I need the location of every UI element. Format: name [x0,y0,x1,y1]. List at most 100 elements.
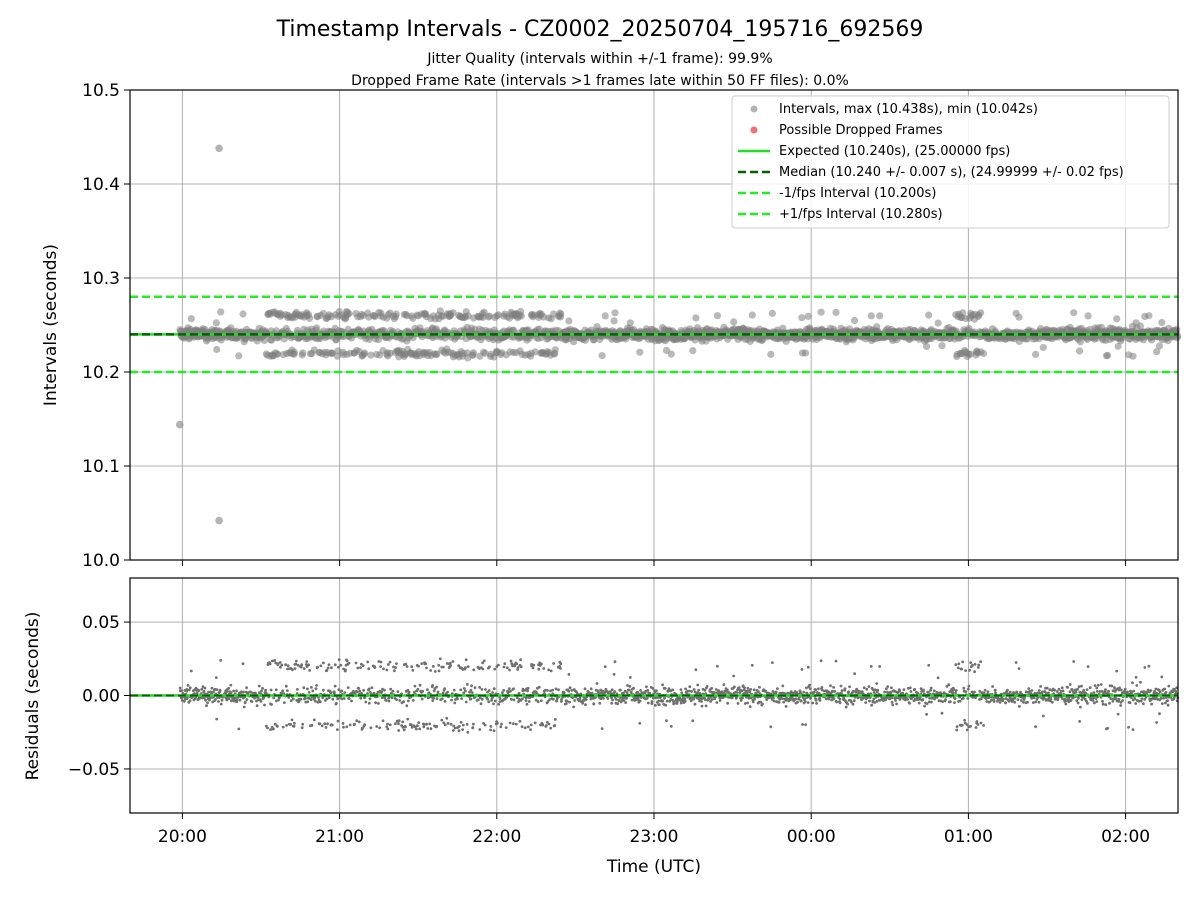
residual-point [636,690,639,694]
intervals-panel: 10.010.110.210.310.410.5 Intervals (seco… [41,81,1182,571]
residual-point [954,663,958,667]
residual-point [749,688,753,691]
residual-point [1111,699,1115,703]
x-tick-label: 22:00 [472,827,521,847]
residual-point [272,696,276,700]
interval-point [1173,325,1181,334]
residual-point [989,698,993,702]
residual-point [361,726,364,730]
residual-point [691,719,695,723]
residual-point [1092,696,1095,700]
residual-point [240,690,243,694]
residual-point [407,690,411,694]
residual-point [622,691,625,695]
residual-point [1064,702,1068,706]
residual-point [814,699,818,702]
residual-point [280,663,284,667]
residual-point [206,701,210,705]
residuals-y-ticks: −0.050.000.05 [68,613,130,780]
interval-point [1084,312,1092,320]
residual-point [693,690,697,694]
interval-point [260,336,269,345]
residual-point [384,699,388,702]
residual-point [446,690,449,694]
residual-point [325,697,329,701]
residual-point [420,662,424,665]
interval-outlier-point [215,144,223,153]
residual-point [534,698,538,702]
residuals-x-ticks: 20:00 21:00 22:00 23:00 00:00 01:00 02:00 [158,813,1150,847]
residual-point [890,686,893,690]
residual-point [441,665,445,669]
residual-point [819,659,823,663]
residual-point [613,660,617,664]
residual-point [1117,688,1121,692]
residual-point [1174,692,1178,695]
interval-point [449,309,457,317]
residual-point [917,701,921,705]
residual-point [741,684,745,688]
residual-point [242,690,245,694]
residual-point [1050,700,1054,704]
residual-point [465,683,469,686]
residual-point [488,665,491,669]
residual-point [460,697,464,700]
residual-point [743,702,747,705]
residual-point [661,683,664,687]
residual-point [844,705,848,709]
residual-point [489,725,493,728]
residual-point [1099,683,1103,686]
residual-point [446,721,450,725]
residual-point [876,688,880,692]
residual-point [480,688,484,691]
residual-point [843,687,847,690]
residual-point [714,688,718,691]
residual-point [890,700,894,704]
interval-point [713,312,722,320]
residual-point [1026,700,1029,704]
residual-point [208,698,212,702]
residual-point [326,666,330,670]
residual-point [512,722,515,726]
residual-point [469,688,473,692]
interval-point [1070,309,1078,317]
residual-point [970,690,974,694]
residual-point [794,697,798,701]
residual-point [851,690,855,693]
residual-point [908,686,912,690]
interval-point [798,314,806,322]
residual-point [426,727,430,730]
residual-point [925,712,928,716]
residual-point [509,659,513,663]
residual-point [726,701,730,705]
residual-point [1036,691,1040,695]
residual-point [517,691,521,695]
residual-point [967,684,971,688]
residual-point [834,659,838,663]
residual-point [885,696,889,699]
residual-point [529,728,532,731]
residual-point [274,661,278,665]
residual-point [746,701,749,705]
interval-point [273,350,281,358]
residual-point [404,662,408,666]
residual-point [266,726,269,730]
interval-point [636,348,644,356]
residual-point [324,726,328,729]
residual-point [679,701,683,705]
residual-point [480,698,484,701]
residual-point [195,691,199,695]
residual-point [418,683,422,687]
residual-point [341,722,345,725]
residual-point [646,701,650,705]
interval-point [832,308,840,316]
residual-point [459,720,463,724]
residual-point [638,721,642,725]
residual-point [185,688,189,691]
residual-point [552,697,555,701]
residual-point [776,687,779,690]
residual-point [872,691,876,694]
residual-point [286,667,289,671]
residual-point [991,685,994,688]
residual-point [493,699,497,703]
